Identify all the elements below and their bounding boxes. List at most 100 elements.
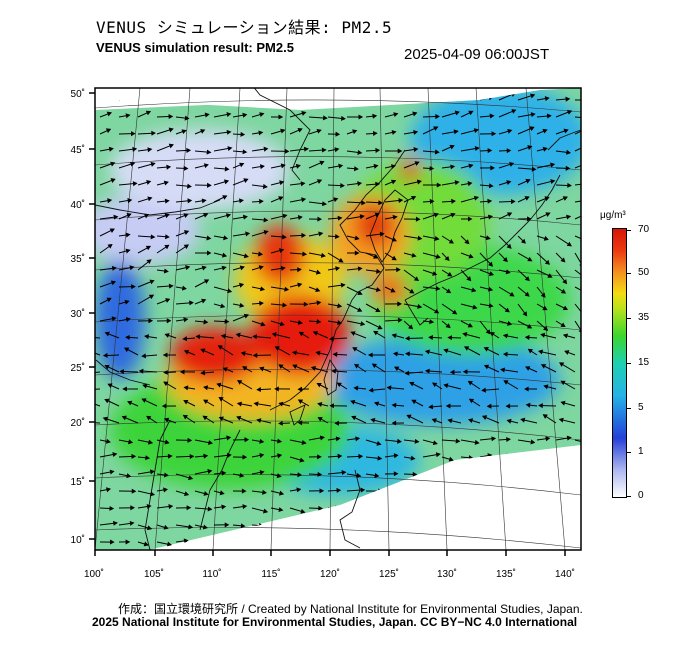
colorbar-tick-mark <box>626 408 631 409</box>
wind-arrowhead <box>107 243 113 249</box>
wind-arrowhead <box>471 506 477 512</box>
wind-arrowhead <box>145 245 152 251</box>
wind-arrowhead <box>164 439 170 445</box>
wind-arrowhead <box>113 214 119 220</box>
wind-arrowhead <box>303 146 309 152</box>
wind-arrowhead <box>488 507 494 513</box>
wind-arrowhead <box>316 179 323 184</box>
wind-arrowhead <box>183 244 189 250</box>
wind-arrowhead <box>341 115 346 121</box>
wind-arrowhead <box>301 232 307 238</box>
wind-arrowhead <box>489 331 495 337</box>
wind-arrowhead <box>487 214 494 220</box>
wind-arrowhead <box>560 322 566 328</box>
wind-arrowhead <box>203 319 209 325</box>
wind-arrowhead <box>239 265 245 271</box>
wind-arrowhead <box>377 324 383 330</box>
wind-arrowhead <box>370 417 376 423</box>
wind-arrowhead <box>491 131 497 137</box>
wind-arrowhead <box>337 453 343 459</box>
wind-arrowhead <box>319 160 325 166</box>
wind-arrowhead <box>337 215 343 221</box>
wind-arrow <box>194 95 211 101</box>
wind-arrowhead <box>183 230 190 235</box>
wind-arrowhead <box>467 470 473 477</box>
wind-arrowhead <box>227 288 233 294</box>
wind-arrowhead <box>243 313 249 319</box>
wind-arrowhead <box>203 279 210 284</box>
wind-arrowhead <box>360 524 366 530</box>
wind-arrowhead <box>524 196 530 201</box>
wind-arrowhead <box>259 286 266 292</box>
wind-arrowhead <box>333 541 340 547</box>
wind-arrowhead <box>163 524 169 530</box>
wind-arrowhead <box>189 453 195 459</box>
wind-arrowhead <box>147 95 153 101</box>
wind-arrowhead <box>334 234 340 239</box>
wind-arrowhead <box>464 239 470 245</box>
wind-arrowhead <box>297 215 303 221</box>
wind-arrowhead <box>493 523 499 529</box>
colorbar-tick-mark <box>626 318 631 319</box>
wind-arrowhead <box>322 99 328 105</box>
wind-arrowhead <box>411 399 417 405</box>
wind-arrowhead <box>357 181 363 187</box>
wind-arrowhead <box>222 195 228 200</box>
wind-arrowhead <box>239 472 245 478</box>
wind-arrowhead <box>413 505 419 511</box>
wind-arrowhead <box>186 505 192 511</box>
wind-arrow <box>213 98 225 101</box>
wind-arrowhead <box>168 504 174 510</box>
wind-arrowhead <box>297 282 303 288</box>
wind-arrowhead <box>378 488 383 494</box>
wind-arrowhead <box>483 364 490 370</box>
wind-arrowhead <box>391 420 397 426</box>
wind-arrowhead <box>567 182 572 188</box>
wind-arrowhead <box>277 538 283 544</box>
wind-arrowhead <box>145 455 151 461</box>
wind-arrowhead <box>129 520 135 526</box>
wind-arrowhead <box>390 287 396 293</box>
wind-arrowhead <box>127 400 133 406</box>
lon-label: 120˚ <box>320 568 340 580</box>
wind-arrowhead <box>201 198 207 204</box>
wind-arrowhead <box>502 257 508 263</box>
wind-arrowhead <box>506 243 512 249</box>
wind-arrow <box>308 541 322 545</box>
wind-arrowhead <box>145 110 152 116</box>
wind-arrowhead <box>397 301 402 307</box>
wind-arrowhead <box>322 115 328 121</box>
wind-arrowhead <box>104 364 110 370</box>
wind-arrowhead <box>404 370 410 376</box>
wind-arrow <box>574 524 581 527</box>
wind-arrowhead <box>144 213 150 219</box>
wind-arrowhead <box>310 366 317 371</box>
wind-arrowhead <box>372 131 378 136</box>
wind-arrowhead <box>226 112 232 118</box>
wind-arrowhead <box>329 403 335 409</box>
wind-arrowhead <box>448 239 454 244</box>
wind-arrowhead <box>337 303 343 309</box>
wind-arrow <box>346 524 365 529</box>
wind-arrowhead <box>221 504 227 510</box>
wind-arrowhead <box>393 505 399 511</box>
wind-arrowhead <box>410 195 417 201</box>
wind-arrowhead <box>239 302 245 308</box>
wind-arrowhead <box>109 539 115 545</box>
wind-arrowhead <box>242 454 248 460</box>
wind-arrowhead <box>562 196 568 201</box>
lat-label: 25˚ <box>71 362 85 374</box>
wind-arrowhead <box>506 180 512 185</box>
wind-arrowhead <box>445 403 451 409</box>
wind-arrowhead <box>131 284 136 290</box>
wind-arrowhead <box>469 541 475 547</box>
wind-arrowhead <box>239 162 245 168</box>
wind-arrowhead <box>429 319 435 325</box>
wind-arrowhead <box>375 147 381 153</box>
wind-arrowhead <box>453 129 459 135</box>
wind-arrow <box>574 116 581 119</box>
wind-arrowhead <box>161 403 167 409</box>
wind-arrowhead <box>240 351 246 357</box>
wind-arrowhead <box>143 541 149 547</box>
wind-arrowhead <box>432 271 438 276</box>
